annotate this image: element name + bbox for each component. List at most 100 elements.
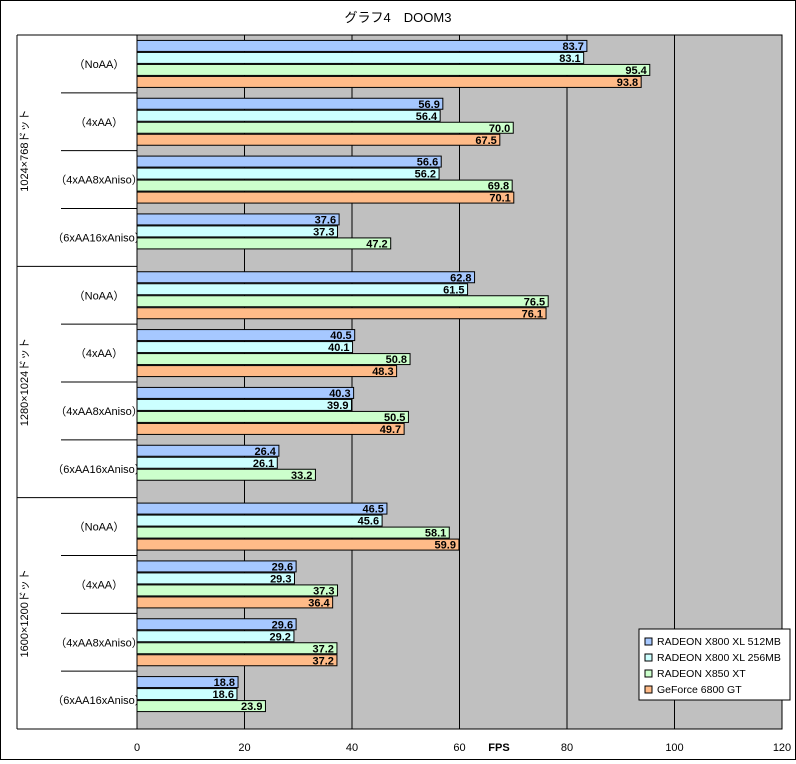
category-label: （6xAA16xAniso） — [52, 463, 146, 476]
category-label: （NoAA） — [74, 58, 125, 71]
category-label: （4xAA） — [75, 578, 123, 591]
data-label: 23.9 — [241, 701, 262, 713]
data-label: 61.5 — [443, 284, 464, 296]
data-label: 18.8 — [214, 677, 235, 689]
legend-label: RADEON X800 XL 256MB — [657, 652, 781, 664]
data-label: 76.1 — [522, 308, 543, 320]
data-label: 45.6 — [358, 516, 379, 528]
data-label: 29.6 — [272, 561, 293, 573]
category-label: （NoAA） — [74, 289, 125, 302]
bar — [136, 584, 338, 597]
bar — [136, 271, 476, 284]
data-label: 50.5 — [384, 412, 405, 424]
data-label: 62.8 — [450, 272, 471, 284]
group-label: 1280×1024ドット — [19, 338, 31, 426]
bar — [136, 179, 513, 192]
legend-swatch — [644, 669, 653, 678]
data-label: 58.1 — [425, 528, 446, 540]
data-label: 36.4 — [308, 597, 330, 609]
bar — [136, 468, 316, 481]
data-label: 26.4 — [254, 446, 276, 458]
bar — [136, 109, 441, 122]
bar — [136, 51, 585, 64]
data-label: 93.8 — [617, 77, 638, 89]
data-label: 95.4 — [625, 65, 647, 77]
bar — [136, 502, 388, 515]
data-label: 67.5 — [475, 135, 496, 147]
category-label: （4xAA） — [75, 116, 123, 129]
bar — [136, 676, 239, 689]
data-label: 37.2 — [313, 643, 334, 655]
data-label: 59.9 — [435, 540, 456, 552]
category-axis: （NoAA） （4xAA） （4xAA8xAniso） （6xAA16xAniso） 1… — [16, 34, 146, 730]
data-label: 50.8 — [386, 354, 407, 366]
data-label: 49.7 — [380, 424, 401, 436]
bar — [136, 642, 338, 655]
bar — [136, 526, 450, 539]
legend-label: RADEON X850 XT — [657, 668, 746, 680]
group-label: 1600×1200ドット — [19, 569, 31, 657]
data-label: 37.6 — [315, 214, 336, 226]
legend-box — [638, 628, 791, 701]
data-label: 47.2 — [366, 238, 387, 250]
x-tick-label: 120 — [773, 742, 791, 754]
data-label: 48.3 — [372, 366, 393, 378]
x-axis-label: FPS — [488, 742, 509, 754]
bar — [136, 329, 356, 342]
bar — [136, 444, 280, 457]
bar — [136, 596, 334, 609]
category-label: （NoAA） — [74, 521, 125, 534]
bar — [136, 700, 266, 713]
category-label: （6xAA16xAniso） — [52, 231, 146, 244]
data-label: 40.5 — [330, 330, 351, 342]
data-label: 69.8 — [488, 181, 509, 193]
legend-swatch — [644, 653, 653, 662]
data-label: 29.6 — [272, 619, 293, 631]
category-label: （4xAA8xAniso） — [55, 405, 142, 418]
bar — [136, 75, 642, 88]
bar — [136, 121, 514, 134]
x-tick-label: 60 — [453, 742, 465, 754]
category-label: （4xAA8xAniso） — [55, 174, 142, 187]
data-label: 70.1 — [489, 193, 510, 205]
bar — [136, 688, 238, 701]
grid-lines — [244, 35, 675, 729]
data-label: 37.2 — [313, 655, 334, 667]
bar — [136, 307, 547, 320]
legend-swatch — [644, 685, 653, 694]
bar — [136, 654, 338, 667]
bar — [136, 63, 651, 76]
bar — [136, 560, 297, 573]
bar — [136, 572, 295, 585]
data-label: 46.5 — [363, 504, 384, 516]
legend: RADEON X800 XL 512MB RADEON X800 XL 256MB… — [638, 628, 791, 701]
data-label: 40.3 — [329, 388, 350, 400]
category-label: （4xAA） — [75, 347, 123, 360]
bar — [136, 365, 398, 378]
bar — [136, 213, 340, 226]
bar — [136, 456, 278, 469]
bar — [136, 341, 354, 354]
data-label: 33.2 — [291, 470, 312, 482]
data-label: 83.1 — [559, 53, 580, 65]
data-label: 76.5 — [524, 296, 545, 308]
bar — [136, 39, 588, 52]
bar — [136, 237, 392, 250]
bar — [136, 386, 355, 399]
x-tick-label: 20 — [238, 742, 250, 754]
bar — [136, 618, 297, 631]
x-tick-label: 100 — [665, 742, 683, 754]
x-axis-ticks: 0 20 40 60 80 100 120 — [134, 742, 791, 754]
data-label: 56.4 — [416, 111, 438, 123]
category-label: （4xAA8xAniso） — [55, 636, 142, 649]
bar — [136, 167, 440, 180]
bar — [136, 155, 442, 168]
legend-swatch — [644, 637, 653, 646]
data-label: 39.9 — [327, 400, 348, 412]
bar — [136, 283, 469, 296]
bar — [136, 295, 549, 308]
bar — [136, 225, 338, 238]
bar — [136, 191, 515, 204]
